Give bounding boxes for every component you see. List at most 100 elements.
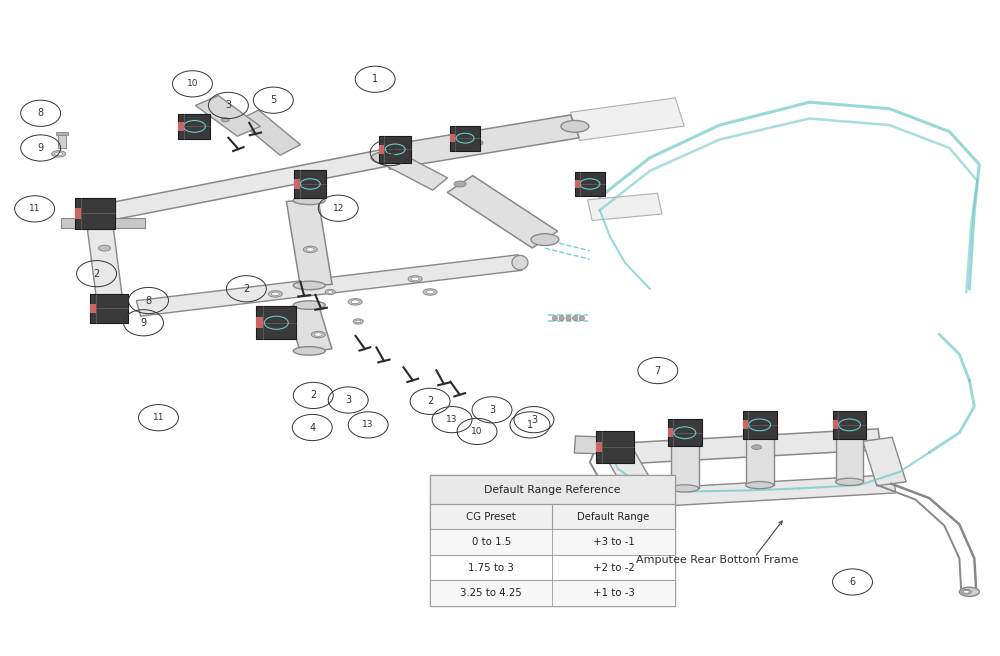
- Polygon shape: [618, 429, 881, 464]
- Ellipse shape: [348, 298, 362, 305]
- Polygon shape: [238, 110, 300, 155]
- Text: 10: 10: [187, 79, 198, 89]
- Ellipse shape: [573, 316, 578, 321]
- Ellipse shape: [306, 247, 314, 251]
- Text: Default Range: Default Range: [577, 512, 650, 522]
- Text: 6: 6: [849, 577, 856, 587]
- Text: Amputee Rear Bottom Frame: Amputee Rear Bottom Frame: [636, 556, 799, 565]
- Bar: [58, 135, 66, 148]
- Ellipse shape: [268, 291, 282, 297]
- Polygon shape: [447, 176, 558, 248]
- Bar: [430, 504, 675, 529]
- Ellipse shape: [356, 320, 361, 323]
- Text: 12: 12: [333, 204, 344, 213]
- Ellipse shape: [671, 485, 699, 492]
- Text: 2: 2: [427, 396, 433, 406]
- Bar: [668, 419, 702, 447]
- Ellipse shape: [552, 316, 557, 321]
- Polygon shape: [383, 152, 448, 190]
- Bar: [256, 306, 296, 339]
- Polygon shape: [136, 255, 522, 316]
- Ellipse shape: [836, 478, 863, 485]
- Bar: [833, 420, 838, 430]
- Bar: [75, 208, 81, 218]
- Ellipse shape: [423, 289, 437, 295]
- Bar: [743, 420, 748, 430]
- Polygon shape: [836, 430, 863, 482]
- Bar: [379, 136, 411, 163]
- Text: 11: 11: [29, 205, 40, 213]
- Ellipse shape: [561, 121, 589, 133]
- Bar: [596, 442, 602, 453]
- Text: 3: 3: [531, 415, 537, 424]
- Ellipse shape: [579, 316, 584, 321]
- Text: 13: 13: [446, 415, 458, 424]
- Bar: [575, 180, 580, 188]
- Bar: [256, 318, 263, 328]
- Bar: [430, 555, 675, 581]
- Ellipse shape: [293, 346, 325, 355]
- Bar: [668, 428, 673, 438]
- Ellipse shape: [82, 207, 100, 224]
- Ellipse shape: [271, 292, 279, 296]
- Text: CG Preset: CG Preset: [466, 512, 516, 522]
- Text: 2: 2: [93, 269, 100, 279]
- Text: 8: 8: [38, 108, 44, 118]
- Ellipse shape: [99, 245, 111, 251]
- Text: 0 to 1.5: 0 to 1.5: [472, 537, 511, 547]
- Text: 1: 1: [372, 74, 378, 84]
- Ellipse shape: [325, 289, 335, 295]
- Polygon shape: [639, 475, 896, 507]
- Text: 7: 7: [655, 365, 661, 375]
- Bar: [75, 197, 115, 229]
- Ellipse shape: [566, 316, 571, 321]
- Ellipse shape: [328, 291, 333, 293]
- Ellipse shape: [454, 181, 466, 187]
- Ellipse shape: [411, 277, 419, 281]
- Bar: [833, 411, 866, 439]
- Text: 13: 13: [362, 420, 374, 430]
- Ellipse shape: [371, 152, 399, 164]
- Ellipse shape: [55, 152, 63, 155]
- Text: +1 to -3: +1 to -3: [593, 588, 634, 598]
- Ellipse shape: [293, 196, 325, 205]
- Ellipse shape: [531, 234, 559, 245]
- Text: 3.25 to 4.25: 3.25 to 4.25: [460, 588, 522, 598]
- Polygon shape: [286, 199, 332, 287]
- Polygon shape: [863, 438, 906, 486]
- Text: 1: 1: [527, 420, 533, 430]
- Ellipse shape: [408, 276, 422, 282]
- Text: 3: 3: [345, 395, 351, 405]
- Text: 1.75 to 3: 1.75 to 3: [468, 563, 514, 573]
- Ellipse shape: [52, 151, 66, 157]
- Polygon shape: [574, 436, 618, 455]
- Text: Default Range Reference: Default Range Reference: [484, 485, 621, 495]
- Polygon shape: [606, 450, 659, 501]
- Text: 2: 2: [310, 390, 316, 400]
- Text: 3: 3: [489, 405, 495, 415]
- Bar: [575, 172, 605, 196]
- Bar: [379, 145, 384, 154]
- Bar: [430, 476, 675, 504]
- Ellipse shape: [426, 290, 434, 294]
- Ellipse shape: [314, 333, 322, 337]
- Ellipse shape: [353, 319, 363, 324]
- Text: 10: 10: [471, 427, 483, 436]
- Ellipse shape: [311, 331, 325, 338]
- Bar: [56, 132, 68, 135]
- Ellipse shape: [559, 316, 564, 321]
- Text: 9: 9: [140, 318, 147, 328]
- Polygon shape: [287, 303, 332, 353]
- Bar: [743, 411, 777, 439]
- Bar: [178, 122, 184, 131]
- Polygon shape: [61, 218, 145, 228]
- Ellipse shape: [293, 301, 325, 310]
- Text: 5: 5: [270, 95, 276, 105]
- Text: 8: 8: [145, 295, 152, 306]
- Text: 11: 11: [153, 413, 164, 422]
- Bar: [430, 529, 675, 555]
- Ellipse shape: [351, 300, 359, 304]
- Bar: [450, 126, 480, 151]
- Polygon shape: [86, 214, 123, 308]
- Ellipse shape: [746, 482, 774, 489]
